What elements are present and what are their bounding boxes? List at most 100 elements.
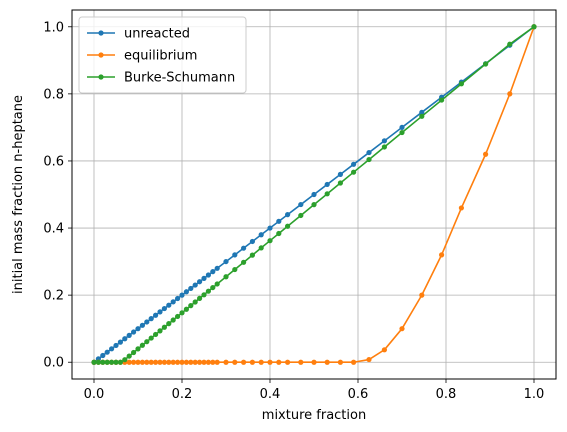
data-point [126, 359, 132, 365]
data-point [439, 97, 445, 103]
data-point [183, 359, 189, 365]
data-point [298, 212, 304, 219]
data-point [258, 245, 264, 251]
data-point [483, 61, 489, 67]
x-axis-label: mixture fraction [262, 408, 366, 423]
data-point [117, 359, 123, 365]
data-point [324, 181, 330, 188]
data-point [113, 359, 119, 365]
data-point [201, 275, 207, 281]
data-point [419, 113, 425, 119]
data-point [117, 339, 123, 345]
data-point [192, 299, 198, 305]
data-point [157, 309, 163, 315]
data-point [175, 359, 181, 365]
data-point [249, 252, 255, 258]
data-point [131, 329, 137, 335]
data-point [366, 149, 372, 156]
data-point [210, 284, 216, 291]
data-point [122, 357, 128, 363]
data-point [148, 335, 154, 341]
data-point [166, 321, 172, 327]
data-point [223, 359, 229, 365]
data-point [179, 310, 185, 316]
data-point [439, 252, 445, 258]
data-point [311, 191, 317, 198]
data-point [179, 292, 185, 298]
data-point [223, 274, 229, 280]
data-point [337, 171, 343, 177]
data-point [483, 151, 489, 157]
data-point [175, 295, 181, 302]
data-point [366, 356, 372, 363]
data-point [285, 223, 291, 229]
y-tick-label: 0.6 [43, 154, 64, 169]
data-point [126, 332, 132, 338]
y-tick-label: 0.8 [43, 87, 64, 102]
legend-box [78, 16, 247, 94]
data-point [144, 339, 150, 345]
data-point [100, 359, 106, 365]
data-point [122, 336, 128, 342]
data-point [144, 359, 150, 365]
data-point [276, 230, 282, 237]
legend-label: equilibrium [124, 49, 197, 64]
y-tick-label: 0.0 [43, 356, 64, 371]
data-point [188, 359, 194, 365]
data-point [249, 238, 255, 245]
data-point [214, 265, 220, 271]
data-point [135, 346, 141, 352]
data-point [126, 353, 132, 359]
data-point [531, 24, 537, 30]
data-point [192, 282, 198, 288]
data-point [276, 359, 282, 365]
data-point [205, 272, 211, 278]
data-point [144, 319, 150, 325]
data-point [153, 312, 159, 318]
data-point [109, 346, 115, 352]
data-point [458, 81, 464, 87]
data-point [324, 191, 330, 197]
ticks: 0.0 0.2 0.4 0.6 0.8 1.0 0.0 0.2 0.4 0.6 0.8 1.0 [43, 20, 544, 402]
data-point [276, 218, 282, 224]
data-point [249, 359, 255, 365]
data-point [170, 317, 176, 323]
data-point [170, 299, 176, 305]
data-point [205, 359, 211, 365]
series-0 [91, 24, 537, 365]
data-point [285, 212, 291, 218]
data-point [351, 161, 357, 167]
data-point [267, 238, 273, 244]
y-tick-label: 1.0 [43, 20, 64, 35]
data-point [223, 258, 229, 265]
data-point [419, 292, 425, 298]
data-point [337, 359, 343, 365]
data-point [214, 359, 220, 365]
data-point [232, 359, 238, 365]
legend-marker [98, 52, 104, 58]
x-tick-label: 0.0 [84, 387, 105, 402]
data-point [298, 359, 304, 365]
data-point [91, 359, 97, 365]
plot-frame [71, 9, 557, 380]
y-tick-label: 0.2 [43, 289, 64, 304]
data-point [324, 359, 330, 365]
data-point [135, 326, 141, 332]
legend-label: Burke-Schumann [124, 71, 235, 86]
x-tick-label: 1.0 [524, 387, 545, 402]
y-tick-label: 0.4 [43, 222, 64, 237]
series-2 [91, 24, 537, 365]
data-point [366, 156, 372, 163]
data-point [139, 359, 145, 365]
data-point [139, 342, 145, 348]
data-point [285, 359, 291, 365]
data-point [166, 302, 172, 308]
data-point [267, 359, 273, 365]
data-point [197, 295, 203, 301]
data-point [419, 109, 425, 115]
data-point [201, 292, 207, 298]
x-tick-label: 0.4 [260, 387, 281, 402]
data-point [399, 326, 405, 332]
data-point [109, 359, 115, 365]
